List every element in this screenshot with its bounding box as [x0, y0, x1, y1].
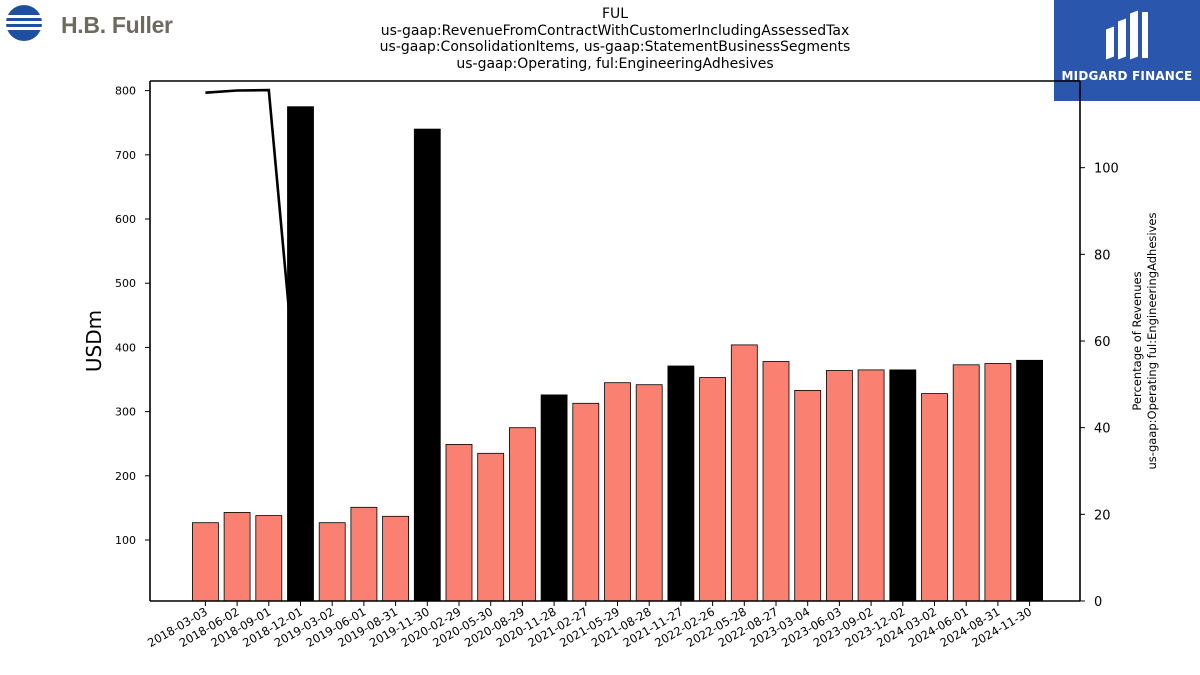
bar: [572, 402, 600, 602]
chart-title-line: us-gaap:Operating, ful:EngineeringAdhesi…: [456, 55, 774, 72]
y-tick-label: 200: [115, 470, 136, 483]
bar: [1016, 359, 1043, 602]
y-tick-label: 500: [115, 277, 136, 290]
percentage-line: [205, 88, 302, 437]
bar: [350, 506, 378, 602]
bar: [382, 515, 410, 602]
y-tick-label: 600: [115, 213, 136, 226]
bar: [635, 384, 663, 602]
bar: [921, 393, 948, 602]
chart-title-line: us-gaap:ConsolidationItems, us-gaap:Stat…: [379, 39, 851, 55]
y2-tick-label: 80: [1094, 248, 1111, 263]
bar: [413, 128, 441, 602]
bar: [667, 365, 695, 602]
bar: [889, 369, 917, 602]
bar: [604, 382, 631, 602]
bar: [762, 361, 790, 602]
bar: [287, 106, 314, 602]
bar: [952, 364, 980, 602]
y-tick-label: 300: [115, 406, 136, 419]
bar: [540, 394, 568, 602]
chart-title-line: us-gaap:RevenueFromContractWithCustomerI…: [380, 22, 850, 39]
company-logo-text: H.B. Fuller: [61, 12, 173, 38]
midgard-emblem-icon: [1106, 10, 1148, 60]
y-tick-label: 100: [115, 534, 136, 547]
brand-logo-text: MIDGARD FINANCE: [1061, 69, 1193, 83]
bar: [826, 370, 853, 602]
bar: [318, 522, 346, 602]
bar: [857, 369, 885, 602]
bar: [255, 515, 283, 602]
chart-title-line: FUL: [601, 6, 629, 22]
y2-axis-label: Percentage of Revenues: [1130, 271, 1144, 410]
y2-tick-label: 60: [1094, 335, 1111, 350]
y2-tick-label: 40: [1094, 422, 1111, 437]
bar: [984, 363, 1012, 602]
bar: [794, 389, 822, 602]
bar: [191, 522, 219, 602]
y2-tick-label: 20: [1094, 508, 1111, 523]
y-tick-label: 800: [115, 85, 136, 98]
midgard-finance-logo: MIDGARD FINANCE: [1054, 0, 1200, 101]
bar: [477, 452, 505, 602]
y-tick-label: 400: [115, 341, 136, 354]
hb-fuller-emblem-icon: [4, 5, 44, 41]
y2-axis-label: us-gaap:Operating ful:EngineeringAdhesiv…: [1145, 213, 1159, 470]
bar: [445, 443, 473, 602]
chart-title: FUL us-gaap:RevenueFromContractWithCusto…: [315, 6, 915, 72]
y2-tick-label: 100: [1094, 162, 1119, 177]
bar: [699, 377, 726, 602]
bar: [730, 344, 758, 602]
y2-tick-label: 0: [1094, 595, 1102, 610]
y-axis-label: USDm: [82, 310, 106, 372]
hb-fuller-logo: H.B. Fuller: [4, 4, 204, 44]
bar: [223, 512, 251, 602]
bar: [508, 427, 536, 602]
y-tick-label: 700: [115, 149, 136, 162]
